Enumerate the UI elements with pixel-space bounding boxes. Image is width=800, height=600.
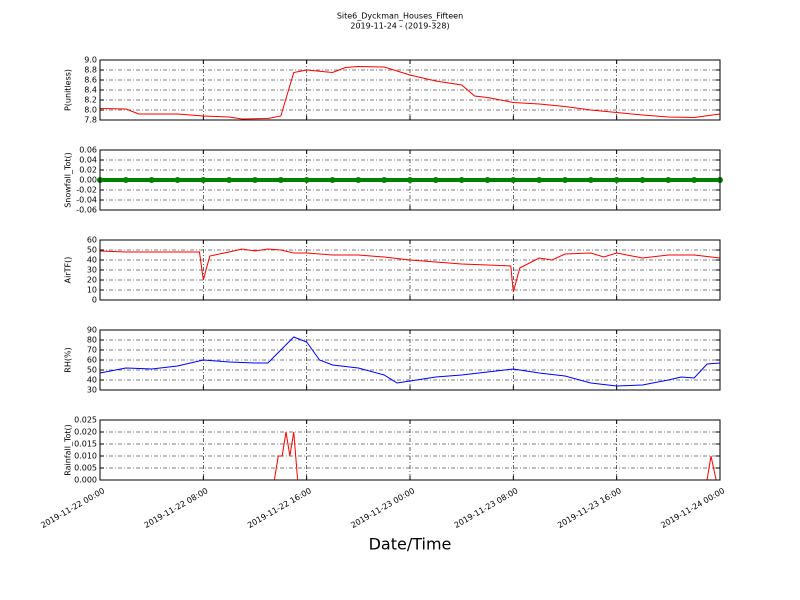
figure-subtitle: 2019-11-24 - (2019-328) bbox=[350, 22, 449, 31]
series-line bbox=[99, 336, 721, 387]
marker bbox=[536, 177, 543, 183]
marker bbox=[665, 177, 672, 183]
panel-frame bbox=[99, 329, 721, 391]
y-axis-label: Rainfall_Tot() bbox=[64, 424, 73, 476]
marker bbox=[355, 177, 362, 183]
marker bbox=[432, 177, 439, 183]
y-tick-label: 10 bbox=[87, 286, 97, 295]
panel-frame bbox=[99, 59, 721, 121]
marker bbox=[226, 177, 233, 183]
y-tick-label: 60 bbox=[87, 236, 97, 245]
y-tick-label: 40 bbox=[87, 376, 97, 385]
marker bbox=[407, 177, 413, 183]
y-tick-label: 0.000 bbox=[74, 476, 97, 485]
x-tick-label: 2019-11-22 16:00 bbox=[246, 486, 313, 530]
figure-title: Site6_Dyckman_Houses_Fifteen bbox=[337, 12, 463, 21]
marker bbox=[329, 177, 336, 183]
marker bbox=[148, 177, 155, 183]
marker bbox=[122, 177, 129, 183]
y-tick-label: 40 bbox=[87, 256, 97, 265]
y-tick-label: 0.005 bbox=[74, 464, 97, 473]
y-axis-label: RH(%) bbox=[64, 347, 73, 372]
y-tick-label: 0.015 bbox=[74, 440, 97, 449]
marker bbox=[303, 177, 310, 183]
x-tick-label: 2019-11-22 08:00 bbox=[143, 486, 210, 530]
y-tick-label: 90 bbox=[87, 326, 97, 335]
panel-frame bbox=[99, 149, 721, 211]
y-tick-label: 8.4 bbox=[84, 86, 97, 95]
marker bbox=[277, 177, 284, 183]
y-tick-label: -0.04 bbox=[76, 196, 97, 205]
y-tick-label: -0.06 bbox=[76, 206, 97, 215]
y-tick-label: 0.04 bbox=[79, 156, 97, 165]
y-tick-label: 70 bbox=[87, 346, 97, 355]
y-tick-label: 8.6 bbox=[84, 76, 97, 85]
marker bbox=[639, 177, 646, 183]
y-tick-label: 8.2 bbox=[84, 96, 97, 105]
marker bbox=[484, 177, 491, 183]
y-tick-label: 60 bbox=[87, 356, 97, 365]
x-tick-label: 2019-11-23 08:00 bbox=[453, 486, 520, 530]
marker bbox=[587, 177, 594, 183]
y-tick-label: 0.020 bbox=[74, 428, 97, 437]
panel-frame bbox=[99, 419, 721, 481]
series-line bbox=[100, 431, 720, 481]
marker bbox=[691, 177, 698, 183]
y-tick-label: 0.025 bbox=[74, 416, 97, 425]
y-tick-label: 30 bbox=[87, 266, 97, 275]
x-tick-label: 2019-11-22 00:00 bbox=[39, 486, 106, 530]
y-tick-label: 0.010 bbox=[74, 452, 97, 461]
x-tick-label: 2019-11-23 16:00 bbox=[556, 486, 623, 530]
x-tick-label: 2019-11-24 00:00 bbox=[659, 486, 726, 530]
y-tick-label: 30 bbox=[87, 386, 97, 395]
marker bbox=[562, 177, 568, 183]
y-axis-label: P(unitless) bbox=[64, 69, 73, 111]
y-tick-label: 80 bbox=[87, 336, 97, 345]
series-line bbox=[99, 248, 721, 293]
y-tick-label: -0.02 bbox=[76, 186, 97, 195]
x-axis-label: Date/Time bbox=[369, 535, 452, 554]
y-axis-label: Snowfall_Tot() bbox=[64, 152, 73, 208]
y-tick-label: 0.00 bbox=[79, 176, 97, 185]
marker bbox=[200, 177, 207, 183]
y-tick-label: 7.8 bbox=[84, 116, 97, 125]
marker bbox=[613, 177, 620, 183]
marker bbox=[381, 177, 388, 183]
y-tick-label: 8.8 bbox=[84, 66, 97, 75]
x-tick-label: 2019-11-23 00:00 bbox=[349, 486, 416, 530]
y-tick-label: 20 bbox=[87, 276, 97, 285]
y-tick-label: 50 bbox=[87, 246, 97, 255]
y-tick-label: 0 bbox=[92, 296, 97, 305]
marker bbox=[174, 177, 181, 183]
y-tick-label: 9.0 bbox=[84, 56, 97, 65]
marker bbox=[458, 177, 465, 183]
y-tick-label: 0.06 bbox=[79, 146, 97, 155]
series-line bbox=[99, 65, 721, 120]
y-tick-label: 0.02 bbox=[79, 166, 97, 175]
y-tick-label: 50 bbox=[87, 366, 97, 375]
y-axis-label: AirTF() bbox=[64, 257, 73, 284]
marker bbox=[510, 177, 517, 183]
marker bbox=[252, 177, 258, 183]
y-tick-label: 8.0 bbox=[84, 106, 97, 115]
panel-frame bbox=[99, 239, 721, 301]
